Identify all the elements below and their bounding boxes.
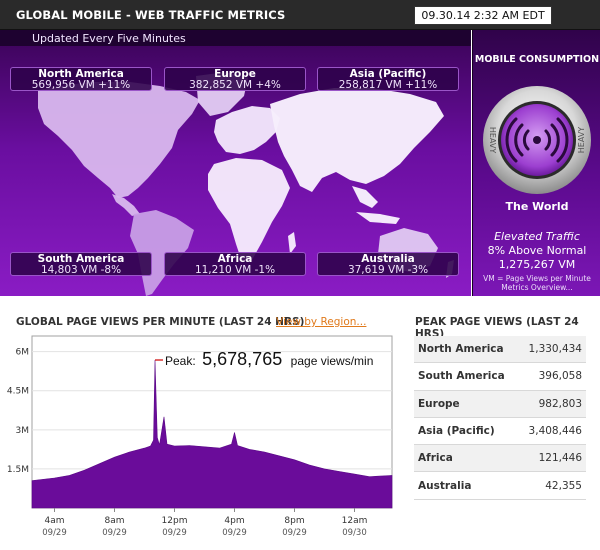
peak-value-cell: 121,446 [538,452,582,465]
region-name-cell: Africa [418,452,453,465]
y-tick-label: 6M [16,348,30,358]
region-stat: 569,956 VM +11% [31,79,131,91]
peak-value-cell: 3,408,446 [528,425,582,438]
peak-page-views-table: North America 1,330,434 South America 396,0… [414,336,586,500]
europe-shape [214,106,280,154]
consumption-gauge: HEAVY HEAVY [483,86,591,194]
mobile-consumption-panel: MOBILE CONSUMPTION HEAVY [472,30,600,296]
y-tick-label: 3M [16,426,30,436]
subtitle-strip: Updated Every Five Minutes [0,30,471,46]
vm-legend: VM = Page Views per Minute Metrics Overv… [473,274,600,292]
region-africa[interactable]: Africa 11,210 VM -1% [164,252,306,276]
peak-value-cell: 396,058 [538,370,582,383]
north-america-shape [38,82,200,198]
region-north-america[interactable]: North America 569,956 VM +11% [10,67,152,91]
x-tick-date: 09/29 [162,528,187,538]
table-row: Europe 982,803 [414,390,586,418]
update-frequency: Updated Every Five Minutes [32,32,186,45]
x-tick-time: 4am [44,516,64,526]
peak-value-cell: 1,330,434 [528,343,582,356]
region-stat: 382,852 VM +4% [189,79,281,91]
region-name: North America [38,68,124,80]
signal-icon [505,117,569,163]
y-axis-ticks: 6M 4.5M 3M 1.5M [7,348,29,475]
region-name: Africa [217,253,253,265]
chart-title: GLOBAL PAGE VIEWS PER MINUTE (LAST 24 HR… [16,316,305,328]
total-vm: 1,275,267 VM [498,258,576,271]
region-name: Australia [361,253,415,265]
x-tick-date: 09/29 [42,528,67,538]
southeast-asia-shape [352,186,378,208]
vm-definition: VM = Page Views per Minute [483,274,591,283]
world-map-panel: Updated Every Five Minutes North America… [0,30,471,296]
x-tick-date: 09/29 [102,528,127,538]
region-south-america[interactable]: South America 14,803 VM -8% [10,252,152,276]
x-axis-ticks: 4am 09/29 8am 09/29 12pm 09/29 4pm 09/29 8pm 09/2… [42,508,367,538]
peak-value-cell: 42,355 [545,479,582,492]
gauge-label-right: HEAVY [577,127,586,154]
indonesia-shape [356,212,400,224]
x-tick-time: 12am [342,516,368,526]
peak-value-cell: 982,803 [538,397,582,410]
asia-shape [270,88,444,192]
region-name-cell: Australia [418,479,472,492]
x-tick-time: 8am [104,516,124,526]
x-tick-date: 09/29 [222,528,247,538]
header-bar: GLOBAL MOBILE - WEB TRAFFIC METRICS 09.3… [0,0,600,30]
region-stat: 258,817 VM +11% [338,79,438,91]
peak-prefix: Peak: [165,354,196,368]
region-name-cell: Asia (Pacific) [418,425,495,438]
metrics-overview-link[interactable]: Metrics Overview... [501,283,573,292]
region-name-cell: South America [418,370,505,383]
central-america-shape [112,194,140,216]
x-tick-time: 4pm [224,516,244,526]
y-tick-label: 1.5M [7,465,29,475]
x-tick-date: 09/29 [282,528,307,538]
gauge-label-left: HEAVY [488,127,497,154]
app-title: GLOBAL MOBILE - WEB TRAFFIC METRICS [16,8,286,22]
table-row: North America 1,330,434 [414,336,586,364]
table-row: Australia 42,355 [414,472,586,500]
region-name-cell: North America [418,343,504,356]
y-tick-label: 4.5M [7,387,29,397]
x-tick-date: 09/30 [342,528,367,538]
peak-label: Peak: 5,678,765 page views/min [165,349,373,369]
x-tick-time: 8pm [284,516,304,526]
africa-shape [208,158,290,262]
region-stat: 11,210 VM -1% [194,264,276,276]
page-views-chart: 6M 4.5M 3M 1.5M 4am 09/29 8am 09/29 12pm 09/29 4p… [7,335,393,538]
region-name: South America [37,253,125,265]
consumption-title: MOBILE CONSUMPTION [474,54,600,65]
view-by-region-link[interactable]: View by Region... [276,316,367,328]
above-normal: 8% Above Normal [487,244,587,257]
traffic-area [31,359,393,509]
region-australia[interactable]: Australia 37,619 VM -3% [317,252,459,276]
datetime-display: 09.30.14 2:32 AM EDT [414,6,552,25]
x-tick-time: 12pm [162,516,188,526]
peak-unit: page views/min [291,354,374,368]
region-stat: 14,803 VM -8% [40,264,122,276]
table-row: Africa 121,446 [414,445,586,473]
consumption-scope: The World [505,200,569,213]
region-name: Asia (Pacific) [349,68,427,80]
traffic-level: Elevated Traffic [494,230,580,243]
table-row: South America 396,058 [414,363,586,391]
madagascar-shape [288,232,296,254]
peak-value: 5,678,765 [202,349,282,369]
region-stat: 37,619 VM -3% [347,264,429,276]
region-asia-pacific[interactable]: Asia (Pacific) 258,817 VM +11% [317,67,459,91]
region-name-cell: Europe [418,397,460,410]
region-europe[interactable]: Europe 382,852 VM +4% [164,67,306,91]
table-row: Asia (Pacific) 3,408,446 [414,418,586,446]
region-name: Europe [214,68,256,80]
